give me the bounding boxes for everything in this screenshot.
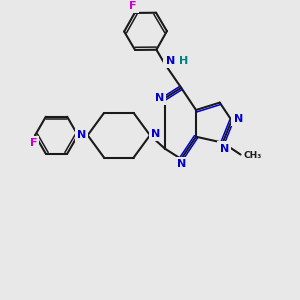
- Text: N: N: [151, 129, 160, 139]
- Text: N: N: [166, 56, 175, 66]
- Text: N: N: [77, 130, 86, 140]
- Text: N: N: [155, 92, 164, 103]
- Text: F: F: [129, 1, 137, 10]
- Text: N: N: [177, 159, 186, 169]
- Text: CH₃: CH₃: [244, 151, 262, 160]
- Text: N: N: [220, 144, 229, 154]
- Text: N: N: [233, 114, 243, 124]
- Text: H: H: [178, 56, 188, 66]
- Text: F: F: [30, 138, 38, 148]
